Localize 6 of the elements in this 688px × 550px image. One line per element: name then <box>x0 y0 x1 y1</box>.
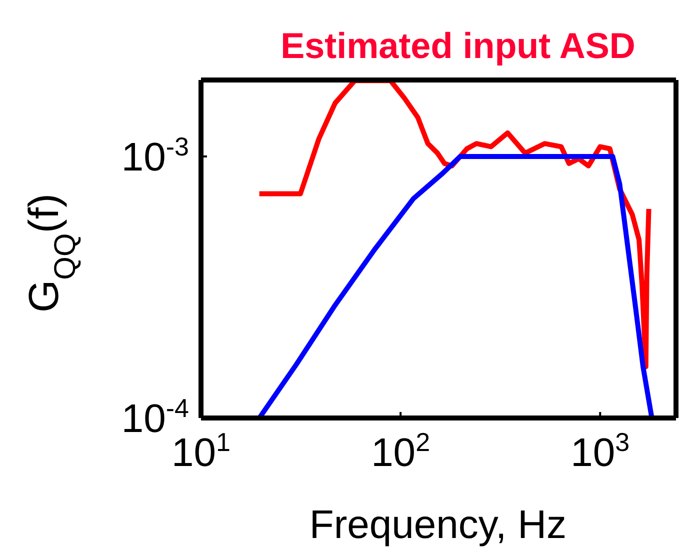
x-axis-title: Frequency, Hz <box>309 503 567 547</box>
y-tick-label: 10$^{-3}$ <box>121 131 189 180</box>
x-tick-label: 10$^{3}$ <box>570 427 630 475</box>
x-tick-label: 10$^{1}$ <box>172 427 230 475</box>
x-tick-label: 10$^{2}$ <box>371 427 430 475</box>
chart-title: Estimated input ASD <box>280 25 636 66</box>
